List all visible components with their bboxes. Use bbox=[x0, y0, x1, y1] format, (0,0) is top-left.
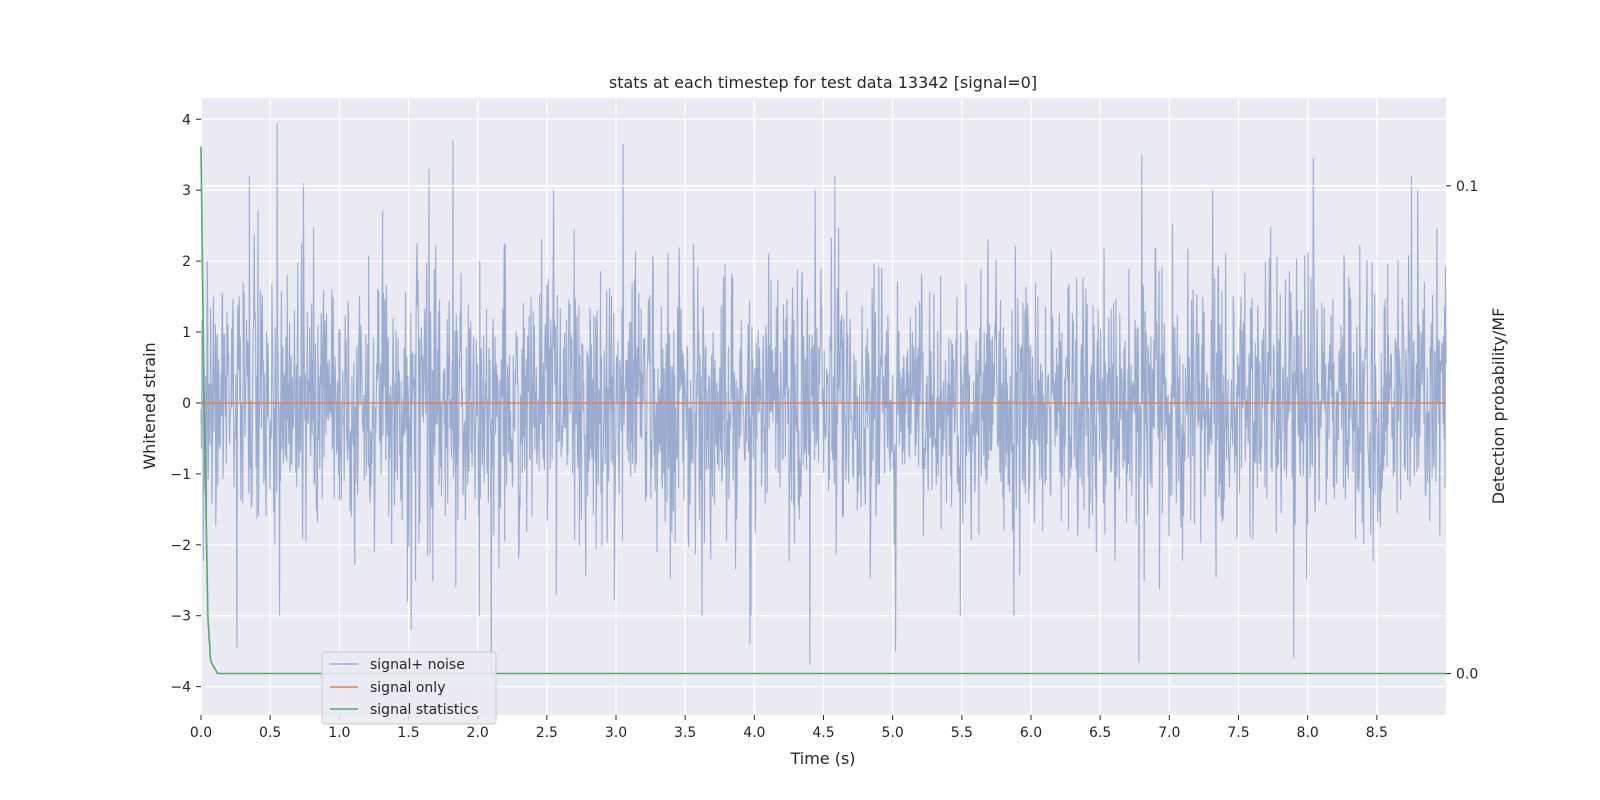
x-tick-label: 6.5 bbox=[1089, 725, 1111, 741]
y-tick-label: −3 bbox=[170, 609, 191, 625]
x-tick-label: 0.5 bbox=[259, 725, 281, 741]
x-tick-label: 1.5 bbox=[397, 725, 419, 741]
x-tick-label: 8.5 bbox=[1366, 725, 1388, 741]
legend-label-noise: signal+ noise bbox=[370, 657, 465, 673]
x-tick-label: 5.5 bbox=[951, 725, 973, 741]
x-tick-label: 7.5 bbox=[1227, 725, 1249, 741]
x-tick-label: 1.0 bbox=[328, 725, 350, 741]
legend: signal+ noise signal only signal statist… bbox=[321, 651, 497, 725]
y-tick-label: −1 bbox=[170, 467, 191, 483]
x-tick-label: 4.5 bbox=[812, 725, 834, 741]
x-tick-label: 3.5 bbox=[674, 725, 696, 741]
y-tick-label: 3 bbox=[182, 183, 191, 199]
y2-tick-label: 0.0 bbox=[1456, 667, 1478, 683]
legend-label-signal: signal only bbox=[370, 680, 445, 696]
chart-title: stats at each timestep for test data 133… bbox=[609, 73, 1037, 92]
series-signal-noise bbox=[200, 122, 1447, 677]
x-tick-label: 2.0 bbox=[467, 725, 489, 741]
y-tick-label: 0 bbox=[182, 396, 191, 412]
legend-label-stats: signal statistics bbox=[370, 702, 478, 718]
x-tick-label: 5.0 bbox=[882, 725, 904, 741]
y-axis-label: Whitened strain bbox=[140, 342, 159, 469]
x-tick-label: 4.0 bbox=[743, 725, 765, 741]
y-tick-label: 1 bbox=[182, 325, 191, 341]
x-tick-label: 2.5 bbox=[536, 725, 558, 741]
legend-box bbox=[321, 651, 497, 725]
x-tick-label: 7.0 bbox=[1158, 725, 1180, 741]
y-tick-label: −4 bbox=[170, 680, 191, 696]
x-tick-label: 8.0 bbox=[1297, 725, 1319, 741]
x-tick-label: 6.0 bbox=[1020, 725, 1042, 741]
y2-tick-label: 0.1 bbox=[1456, 179, 1478, 195]
x-tick-label: 3.0 bbox=[605, 725, 627, 741]
y-tick-label: −2 bbox=[170, 538, 191, 554]
x-tick-label: 0.0 bbox=[190, 725, 212, 741]
y-tick-label: 2 bbox=[182, 254, 191, 270]
x-axis-label: Time (s) bbox=[789, 749, 855, 768]
y-tick-label: 4 bbox=[182, 112, 191, 128]
y2-axis-label: Detection probability/MF bbox=[1489, 308, 1508, 505]
axes-layer: 0.0 0.5 1.0 1.5 2.0 2.5 3.0 3.5 4.0 4.5 5.0 5.5 6.0 6… bbox=[170, 112, 1478, 741]
